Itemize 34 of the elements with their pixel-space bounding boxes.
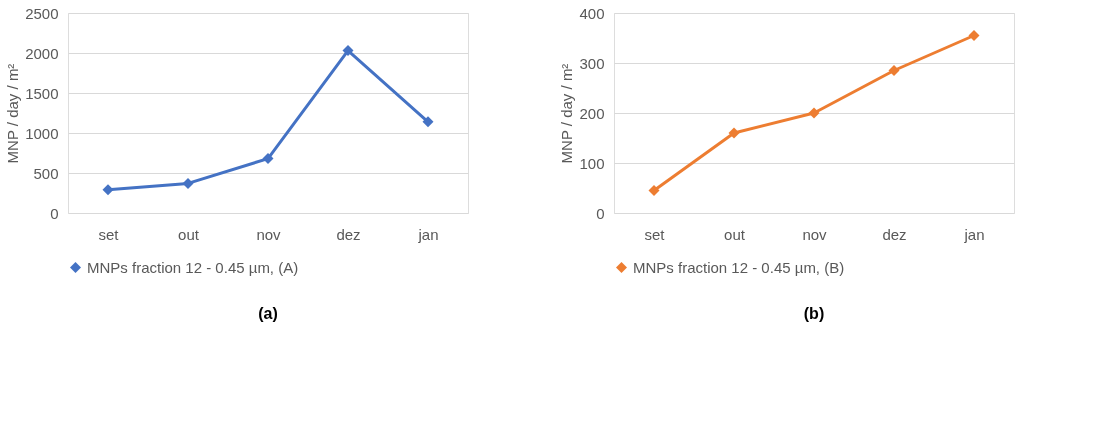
y-tick-label: 400: [579, 4, 605, 22]
y-tick-label: 1000: [25, 124, 59, 142]
point: [728, 127, 740, 139]
point: [182, 177, 194, 189]
y-axis-title: MNP / day / m²: [4, 63, 22, 164]
point: [262, 153, 274, 165]
y-tick-label: 300: [579, 54, 605, 72]
x-tick-label: out: [724, 225, 746, 243]
y-axis-title: MNP / day / m²: [558, 63, 576, 164]
x-tick-label: set: [644, 225, 666, 243]
y-tick-label: 0: [50, 204, 59, 222]
x-tick-label: nov: [802, 225, 828, 243]
point: [102, 184, 114, 196]
legend-label: MNPs fraction 12 - 0.45 µm, (A): [87, 258, 299, 276]
x-tick-label: set: [98, 225, 120, 243]
point: [422, 116, 434, 128]
y-tick-label: 1500: [25, 84, 59, 102]
x-tick-label: dez: [336, 225, 361, 243]
y-tick-label: 2000: [25, 44, 59, 62]
text: (b): [803, 305, 825, 322]
point: [808, 107, 820, 119]
y-tick-label: 200: [579, 104, 605, 122]
point: [342, 45, 354, 57]
y-tick-label: 500: [33, 164, 59, 182]
x-tick-label: out: [178, 225, 200, 243]
x-tick-label: jan: [417, 225, 439, 243]
x-tick-label: dez: [882, 225, 907, 243]
text: (a): [258, 305, 278, 322]
y-tick-label: 2500: [25, 4, 59, 22]
x-tick-label: jan: [963, 225, 985, 243]
legend-label: MNPs fraction 12 - 0.45 µm, (B): [633, 258, 845, 276]
y-tick-label: 0: [596, 204, 605, 222]
x-tick-label: nov: [256, 225, 282, 243]
y-tick-label: 100: [579, 154, 605, 172]
